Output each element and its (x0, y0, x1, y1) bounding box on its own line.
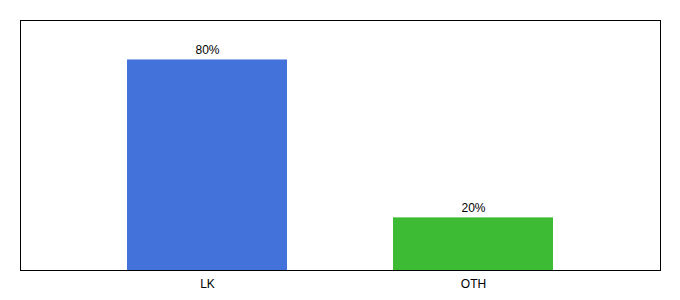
svg-text:20%: 20% (461, 201, 485, 215)
svg-text:80%: 80% (195, 43, 219, 57)
svg-text:OTH: OTH (461, 277, 486, 291)
svg-text:LK: LK (200, 277, 215, 291)
